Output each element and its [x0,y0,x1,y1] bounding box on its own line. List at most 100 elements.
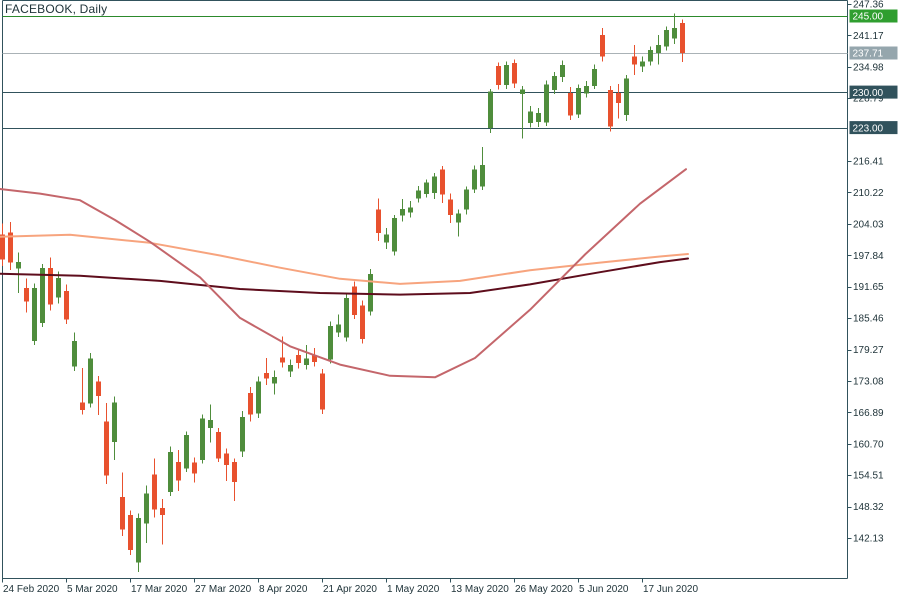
price-tick-label: 148.32 [853,502,884,513]
price-tick-label: 241.17 [853,31,884,42]
time-tick-label: 8 Apr 2020 [259,584,308,595]
candlestick [680,19,685,63]
time-tick-label: 24 Feb 2020 [3,584,60,595]
candlestick [128,510,133,555]
candlestick [656,34,661,65]
time-tick-label: 26 May 2020 [515,584,573,595]
candlestick [488,89,493,134]
time-axis[interactable]: 24 Feb 2020 5 Mar 2020 17 Mar 2020 27 Mar 2… [2,578,699,596]
candlestick [544,80,549,127]
time-tick-label: 1 May 2020 [387,584,440,595]
candlestick [640,56,645,72]
candlestick [424,179,429,198]
candlestick [144,485,149,544]
candlestick [520,86,525,139]
candlestick [592,64,597,90]
candlestick [528,105,533,128]
price-tick-label: 142.13 [853,534,884,545]
candlestick [480,146,485,190]
candlestick [616,84,621,119]
price-badge-245.00: 245.00 [849,9,898,23]
price-axis[interactable]: 247.36 241.17 234.98 228.79 216.41 210.22 204.… [847,0,885,545]
svg-text:237.71: 237.71 [853,49,884,60]
price-tick-label: 160.70 [853,439,884,450]
candlestick [216,428,221,462]
price-tick-label: 228.79 [853,94,884,105]
candlestick [56,271,61,304]
candlestick [24,278,29,313]
candlestick [288,359,293,377]
price-tick-label: 173.08 [853,376,884,387]
time-tick-label: 21 Apr 2020 [323,584,377,595]
candlestick [584,80,589,98]
time-tick-label: 5 Jun 2020 [579,584,629,595]
time-tick-label: 17 Jun 2020 [643,584,698,595]
time-tick-label: 5 Mar 2020 [67,584,118,595]
candlestick [40,264,45,327]
price-tick-label: 166.89 [853,408,884,419]
candlestick [248,386,253,422]
price-tick-label: 191.65 [853,282,884,293]
candlestick [96,375,101,415]
candlestick [112,396,117,460]
candlestick [504,61,509,90]
candlestick [336,314,341,338]
candlestick [168,446,173,496]
candlestick [176,449,181,491]
candlestick [496,62,501,90]
candlestick [152,458,157,518]
price-badge-230.00: 230.00 [849,85,898,99]
price-tick-label: 197.84 [853,251,884,262]
candlestick [240,410,245,457]
candlestick [432,172,437,200]
price-tick-label: 247.36 [853,0,884,11]
candlestick [208,404,213,443]
candlestick [352,281,357,319]
candlestick [536,107,541,128]
candlestick [568,87,573,120]
candlestick [440,166,445,204]
svg-text:230.00: 230.00 [853,88,884,99]
candlestick [648,46,653,66]
candlestick [312,347,317,367]
svg-text:245.00: 245.00 [853,12,884,23]
price-tick-label: 179.27 [853,345,884,356]
candlestick [672,13,677,44]
candlestick [304,344,309,370]
price-tick-label: 210.22 [853,188,884,199]
price-tick-label: 154.51 [853,471,884,482]
time-tick-label: 17 Mar 2020 [131,584,188,595]
candlestick [48,257,53,311]
candlestick [224,448,229,481]
candlestick [608,86,613,132]
candlestick [328,321,333,364]
candlestick [200,414,205,464]
candlestick [392,214,397,256]
candlestick [136,513,141,573]
ma-fast-line [0,168,687,379]
candlestick [120,472,125,537]
candlestick [472,165,477,194]
candlestick [560,60,565,82]
time-tick-label: 27 Mar 2020 [195,584,252,595]
candlestick [416,186,421,203]
candlestick [368,269,373,316]
candlestick [232,458,237,502]
candlestick [320,369,325,414]
plot-border [2,0,848,579]
candlestick [400,199,405,222]
candlestick [192,457,197,483]
candlestick [32,283,37,345]
candlestick [184,431,189,473]
candlestick [0,223,5,267]
ma-slow-line [0,257,689,296]
price-tick-label: 204.03 [853,219,884,230]
candlestick [408,201,413,218]
candlestick [88,352,93,408]
candlestick [80,368,85,415]
candlestick [664,26,669,51]
price-tick-label: 234.98 [853,62,884,73]
candlestick [632,44,637,75]
